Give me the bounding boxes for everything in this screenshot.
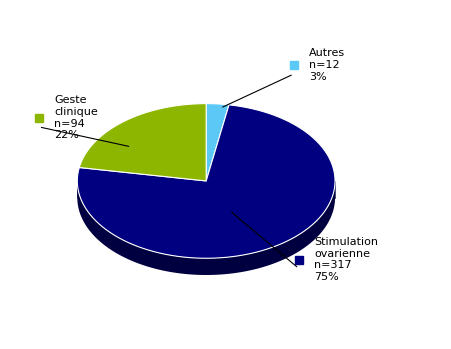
Text: Stimulation
ovarienne
n=317
75%: Stimulation ovarienne n=317 75%: [314, 237, 378, 282]
Text: Geste
clinique
n=94
22%: Geste clinique n=94 22%: [54, 95, 98, 140]
Polygon shape: [77, 181, 335, 275]
Text: Autres
n=12
3%: Autres n=12 3%: [309, 49, 345, 82]
PathPatch shape: [77, 105, 335, 258]
PathPatch shape: [206, 104, 229, 181]
PathPatch shape: [79, 104, 206, 181]
